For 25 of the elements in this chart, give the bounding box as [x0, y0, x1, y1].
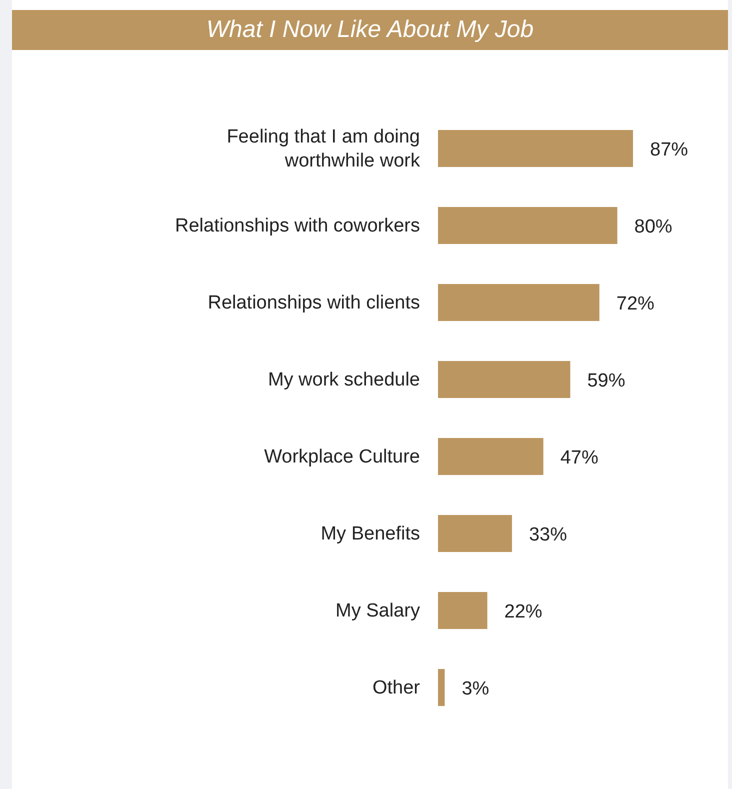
y-tick-label: Workplace Culture	[264, 446, 420, 467]
y-tick-label: Relationships with clients	[208, 292, 420, 313]
y-tick-label: My Benefits	[320, 523, 420, 544]
y-tick-label: My work schedule	[268, 369, 420, 390]
bar	[438, 284, 600, 322]
bar	[438, 669, 445, 706]
data-label: 47%	[560, 447, 598, 468]
data-label: 3%	[462, 678, 490, 700]
y-tick-label: Relationships with coworkers	[175, 215, 420, 236]
chart-title: What I Now Like About My Job	[12, 10, 728, 50]
bar	[438, 207, 618, 244]
bar	[438, 130, 633, 168]
data-label: 87%	[650, 139, 688, 160]
data-label: 72%	[616, 293, 655, 314]
bar	[438, 515, 512, 552]
bar	[438, 438, 544, 476]
data-label: 80%	[634, 216, 672, 238]
data-label: 22%	[504, 601, 542, 622]
bar	[438, 361, 570, 398]
y-tick-label: Feeling that I am doing worthwhile work	[226, 126, 420, 171]
y-tick-label: My Salary	[336, 600, 420, 621]
data-label: 59%	[587, 370, 626, 392]
data-label: 33%	[528, 524, 568, 546]
bar	[438, 592, 488, 630]
y-tick-label: Other	[372, 677, 421, 698]
